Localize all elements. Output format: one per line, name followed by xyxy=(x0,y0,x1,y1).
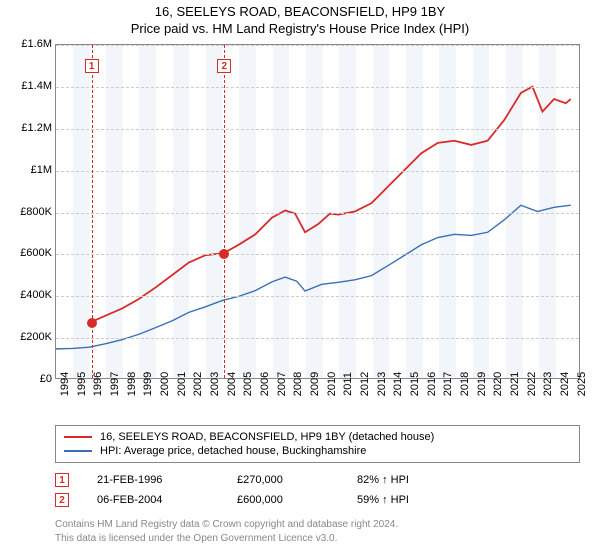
plot-area: 12 xyxy=(55,44,580,379)
transaction-table: 1 21-FEB-1996£270,00082% ↑ HPI 2 06-FEB-200… xyxy=(55,470,580,510)
footer-line1: Contains HM Land Registry data © Crown c… xyxy=(55,518,580,532)
y-axis-label: £1.2M xyxy=(21,122,52,134)
x-axis-label: 2015 xyxy=(409,372,421,396)
footer-attribution: Contains HM Land Registry data © Crown c… xyxy=(55,518,580,545)
x-axis-label: 1995 xyxy=(76,372,88,396)
x-axis-label: 2008 xyxy=(292,372,304,396)
transaction-dot-1 xyxy=(87,318,97,328)
x-axis-label: 2006 xyxy=(259,372,271,396)
chart-lines-svg xyxy=(56,45,579,378)
transaction-pct: 82% ↑ HPI xyxy=(357,474,437,486)
transaction-dot-2 xyxy=(219,249,229,259)
x-axis-label: 2018 xyxy=(459,372,471,396)
x-axis-label: 2000 xyxy=(159,372,171,396)
y-axis-label: £1M xyxy=(31,164,52,176)
x-axis-label: 1999 xyxy=(142,372,154,396)
legend-row: HPI: Average price, detached house, Buck… xyxy=(64,444,571,458)
x-axis-label: 1998 xyxy=(126,372,138,396)
x-axis-label: 1997 xyxy=(109,372,121,396)
x-axis-label: 2025 xyxy=(576,372,588,396)
transaction-row-marker: 1 xyxy=(55,473,69,487)
x-axis-label: 2003 xyxy=(209,372,221,396)
legend-swatch xyxy=(64,436,92,438)
series-property xyxy=(92,87,571,322)
gridline xyxy=(56,45,579,46)
transaction-marker-2: 2 xyxy=(217,59,231,73)
gridline xyxy=(56,171,579,172)
x-axis-label: 2017 xyxy=(442,372,454,396)
transaction-pct: 59% ↑ HPI xyxy=(357,494,437,506)
x-axis-label: 2021 xyxy=(509,372,521,396)
gridline xyxy=(56,129,579,130)
x-axis-label: 2001 xyxy=(176,372,188,396)
legend-label: 16, SEELEYS ROAD, BEACONSFIELD, HP9 1BY … xyxy=(100,431,434,443)
gridline xyxy=(56,296,579,297)
x-axis-label: 2014 xyxy=(392,372,404,396)
x-axis-label: 1994 xyxy=(59,372,71,396)
chart-title-line1: 16, SEELEYS ROAD, BEACONSFIELD, HP9 1BY xyxy=(0,0,600,19)
transaction-row-marker: 2 xyxy=(55,493,69,507)
transaction-price: £600,000 xyxy=(237,494,357,506)
gridline xyxy=(56,213,579,214)
x-axis-label: 2002 xyxy=(192,372,204,396)
gridline xyxy=(56,338,579,339)
gridline xyxy=(56,87,579,88)
x-axis-label: 2023 xyxy=(542,372,554,396)
x-axis-label: 2019 xyxy=(476,372,488,396)
transaction-date: 06-FEB-2004 xyxy=(97,494,237,506)
x-axis-label: 2022 xyxy=(526,372,538,396)
x-axis-label: 2020 xyxy=(492,372,504,396)
x-axis-label: 2005 xyxy=(242,372,254,396)
chart-title-line2: Price paid vs. HM Land Registry's House … xyxy=(0,19,600,40)
x-axis-label: 2004 xyxy=(226,372,238,396)
y-axis-label: £200K xyxy=(20,331,52,343)
legend-label: HPI: Average price, detached house, Buck… xyxy=(100,445,366,457)
y-axis-label: £800K xyxy=(20,206,52,218)
x-axis-label: 2011 xyxy=(342,372,354,396)
transaction-date: 21-FEB-1996 xyxy=(97,474,237,486)
x-axis-label: 2013 xyxy=(376,372,388,396)
footer-line2: This data is licensed under the Open Gov… xyxy=(55,532,580,546)
y-axis-label: £600K xyxy=(20,247,52,259)
x-axis-label: 2009 xyxy=(309,372,321,396)
y-axis-label: £400K xyxy=(20,289,52,301)
transaction-row: 1 21-FEB-1996£270,00082% ↑ HPI xyxy=(55,470,580,490)
y-axis-label: £1.4M xyxy=(21,80,52,92)
legend-swatch xyxy=(64,450,92,452)
transaction-vline xyxy=(224,45,225,378)
y-axis-label: £1.6M xyxy=(21,38,52,50)
gridline xyxy=(56,254,579,255)
y-axis-label: £0 xyxy=(40,373,52,385)
transaction-price: £270,000 xyxy=(237,474,357,486)
x-axis-label: 2012 xyxy=(359,372,371,396)
transaction-marker-1: 1 xyxy=(85,59,99,73)
legend-box: 16, SEELEYS ROAD, BEACONSFIELD, HP9 1BY … xyxy=(55,425,580,463)
x-axis-label: 2010 xyxy=(326,372,338,396)
x-axis-label: 2024 xyxy=(559,372,571,396)
transaction-row: 2 06-FEB-2004£600,00059% ↑ HPI xyxy=(55,490,580,510)
legend-row: 16, SEELEYS ROAD, BEACONSFIELD, HP9 1BY … xyxy=(64,430,571,444)
x-axis-label: 2007 xyxy=(276,372,288,396)
chart-container: 16, SEELEYS ROAD, BEACONSFIELD, HP9 1BY … xyxy=(0,0,600,560)
x-axis-label: 1996 xyxy=(92,372,104,396)
x-axis-label: 2016 xyxy=(426,372,438,396)
